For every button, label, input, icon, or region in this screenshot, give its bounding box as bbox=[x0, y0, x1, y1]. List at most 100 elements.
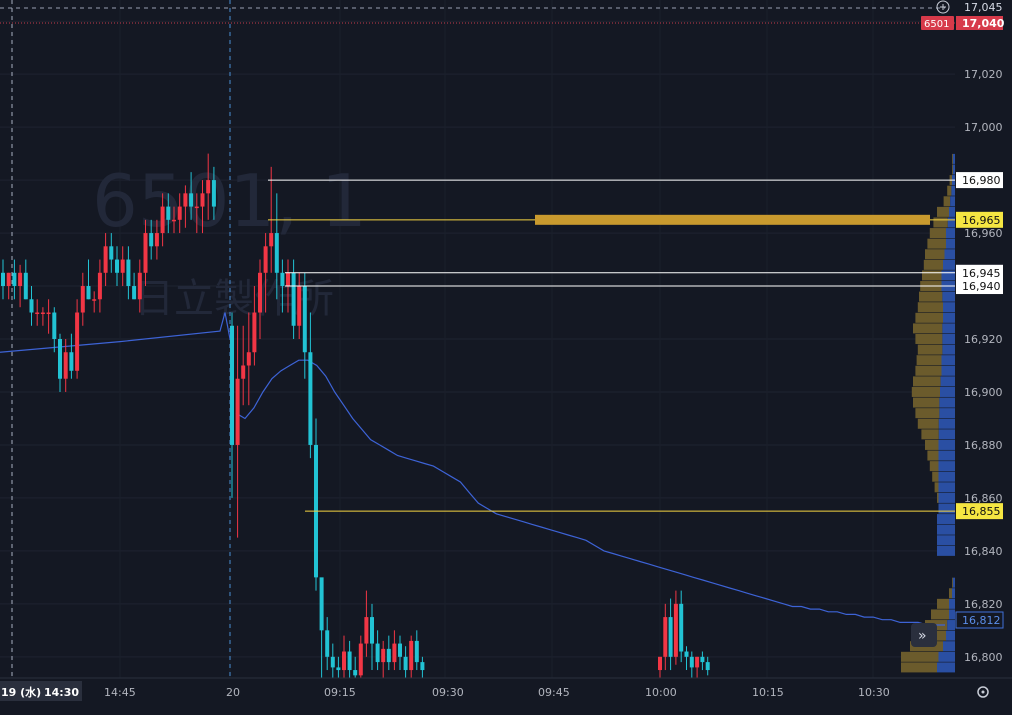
candle-body bbox=[319, 577, 324, 631]
candle-body bbox=[330, 656, 335, 668]
price-level-badge bbox=[956, 211, 1003, 228]
candle-body bbox=[663, 617, 668, 657]
candle-body bbox=[137, 272, 142, 300]
price-tick-label: 16,860 bbox=[964, 492, 1003, 505]
volume-profile-bar bbox=[921, 429, 939, 440]
candle-body bbox=[52, 312, 57, 339]
candle-body bbox=[126, 259, 131, 287]
candle-body bbox=[23, 272, 28, 300]
candle-body bbox=[120, 259, 125, 273]
volume-profile-bar bbox=[929, 228, 946, 239]
candle-body bbox=[336, 667, 341, 671]
candle-body bbox=[252, 312, 257, 353]
candle-body bbox=[69, 352, 74, 371]
volume-profile-bar-value-area bbox=[937, 545, 955, 556]
last-price-text: 17,040 bbox=[962, 17, 1005, 30]
volume-profile-bar bbox=[931, 609, 949, 620]
scroll-to-realtime-button[interactable] bbox=[911, 623, 937, 647]
vwap-price-badge bbox=[955, 611, 1004, 629]
volume-profile-bar bbox=[937, 492, 939, 503]
volume-profile-bar bbox=[929, 461, 939, 472]
candle-body bbox=[347, 651, 352, 671]
volume-profile-bar bbox=[925, 439, 939, 450]
add-alert-icon-plus bbox=[940, 4, 946, 10]
add-alert-icon[interactable] bbox=[936, 0, 950, 14]
time-tick-label: 09:15 bbox=[324, 686, 356, 699]
volume-profile-bar bbox=[952, 577, 953, 588]
candle-body bbox=[29, 299, 34, 313]
volume-profile-bar bbox=[917, 344, 943, 355]
candle-body bbox=[263, 246, 268, 273]
candle-body bbox=[46, 312, 51, 315]
volume-profile-bar-value-area bbox=[938, 482, 955, 493]
candle-body bbox=[398, 643, 402, 657]
candle-body bbox=[392, 643, 397, 663]
time-tick-label: 10:00 bbox=[645, 686, 677, 699]
volume-profile-bar-value-area bbox=[938, 450, 955, 461]
volume-profile-bar-value-area bbox=[943, 259, 955, 270]
candle-body bbox=[172, 219, 176, 222]
price-tick-label: 17,000 bbox=[964, 121, 1003, 134]
volume-profile-bar-value-area bbox=[938, 439, 955, 450]
volume-profile-bar-value-area bbox=[941, 355, 955, 366]
price-level-badge bbox=[956, 264, 1003, 281]
candle-body bbox=[258, 272, 262, 313]
candle-body bbox=[246, 352, 251, 366]
candle-body bbox=[132, 286, 137, 300]
vwap-line-day2 bbox=[235, 359, 945, 626]
volume-profile-bar-value-area bbox=[949, 206, 955, 217]
volume-profile-bar-value-area bbox=[937, 662, 955, 673]
volume-profile-bar-value-area bbox=[942, 323, 955, 334]
candle-body bbox=[353, 670, 358, 676]
candle-body bbox=[183, 193, 188, 207]
candle-body bbox=[200, 193, 205, 207]
candle-body bbox=[12, 272, 17, 287]
candle-body bbox=[6, 272, 11, 287]
time-tick-label: 20 bbox=[226, 686, 240, 699]
candle-body bbox=[241, 365, 246, 379]
volume-profile-bar bbox=[919, 291, 943, 302]
settings-gear-icon-hub bbox=[981, 690, 985, 694]
price-level-badge bbox=[956, 278, 1003, 295]
volume-profile-bar-value-area bbox=[939, 408, 955, 419]
last-price-badge bbox=[956, 16, 1003, 30]
price-tick-label: 17,020 bbox=[964, 68, 1003, 81]
volume-profile-bar bbox=[915, 365, 942, 376]
top-price-label: 17,045 bbox=[964, 1, 1003, 14]
candle-body bbox=[308, 352, 313, 445]
candle-body bbox=[409, 640, 414, 671]
symbol-badge-text: 6501 bbox=[924, 19, 949, 30]
price-axis-panel[interactable] bbox=[955, 0, 1012, 678]
candle-body bbox=[705, 662, 710, 671]
volume-profile-bar-value-area bbox=[938, 429, 955, 440]
candle-body bbox=[286, 272, 290, 287]
candle-body bbox=[103, 246, 108, 273]
volume-profile-bar bbox=[952, 164, 953, 175]
volume-profile-bar bbox=[913, 397, 940, 408]
time-tick-label: 14:45 bbox=[104, 686, 136, 699]
candle-body bbox=[679, 603, 684, 652]
candle-body bbox=[381, 648, 386, 663]
volume-profile-bar bbox=[927, 238, 946, 249]
volume-profile-bar bbox=[927, 450, 939, 461]
volume-profile-bar-value-area bbox=[942, 334, 955, 344]
candle-body bbox=[109, 246, 114, 260]
candle-body bbox=[269, 233, 274, 247]
vwap-price-text: 16,812 bbox=[962, 614, 1001, 627]
candle-body bbox=[160, 206, 165, 234]
volume-profile-bar bbox=[932, 471, 939, 482]
crosshair-time-label: 14:30 bbox=[44, 686, 79, 699]
candle-body bbox=[302, 286, 307, 353]
price-tick-label: 16,880 bbox=[964, 439, 1003, 452]
crosshair-date-label: 19 (水) bbox=[1, 685, 41, 699]
volume-profile-bar-value-area bbox=[946, 630, 955, 641]
time-tick-label: 09:30 bbox=[432, 686, 464, 699]
candle-body bbox=[97, 272, 102, 300]
candle-body bbox=[297, 286, 302, 326]
candle-body bbox=[154, 233, 159, 247]
settings-gear-icon[interactable] bbox=[977, 686, 989, 698]
volume-profile-bar-value-area bbox=[946, 238, 955, 249]
volume-profile-bar-value-area bbox=[952, 153, 955, 164]
